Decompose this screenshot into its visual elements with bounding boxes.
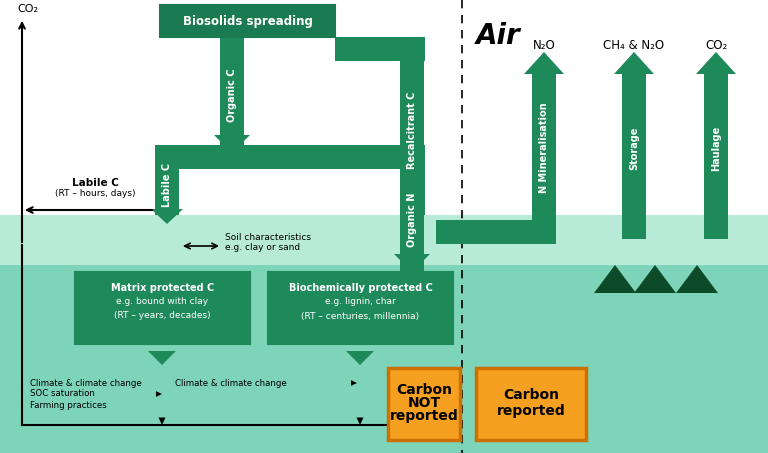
Text: NOT: NOT [408, 396, 441, 410]
Polygon shape [158, 418, 165, 425]
Text: Climate & climate change: Climate & climate change [175, 379, 286, 387]
Bar [155, 145, 179, 215]
Bar [0, 0, 768, 215]
Text: (RT – centuries, millennia): (RT – centuries, millennia) [301, 312, 419, 321]
Polygon shape [614, 52, 654, 74]
Text: Biosolids spreading: Biosolids spreading [183, 14, 313, 28]
Text: CH₄ & N₂O: CH₄ & N₂O [604, 39, 664, 52]
Text: Carbon: Carbon [503, 388, 559, 402]
Polygon shape [214, 135, 250, 153]
Bar [155, 145, 425, 169]
Bar [532, 74, 556, 244]
Polygon shape [148, 351, 176, 365]
Polygon shape [696, 52, 736, 74]
Polygon shape [594, 265, 636, 293]
Text: Organic N: Organic N [407, 193, 417, 247]
Text: Carbon: Carbon [396, 383, 452, 397]
Bar [220, 37, 244, 145]
Polygon shape [524, 52, 564, 74]
Bar [436, 220, 544, 244]
Bar [335, 37, 425, 61]
Polygon shape [394, 254, 430, 272]
Bar [704, 74, 728, 239]
Text: e.g. clay or sand: e.g. clay or sand [225, 243, 300, 252]
Polygon shape [356, 418, 363, 425]
Text: Soil characteristics: Soil characteristics [225, 233, 311, 242]
Text: Matrix protected C: Matrix protected C [111, 283, 214, 293]
Text: Recalcitrant C: Recalcitrant C [407, 92, 417, 169]
Bar [0, 265, 768, 453]
Polygon shape [676, 265, 718, 293]
Bar [268, 272, 453, 344]
Text: Air: Air [476, 22, 521, 50]
Text: Organic C: Organic C [227, 68, 237, 122]
Text: N₂O: N₂O [533, 39, 555, 52]
Text: SOC saturation: SOC saturation [30, 390, 95, 399]
Text: e.g. bound with clay: e.g. bound with clay [117, 298, 209, 307]
Polygon shape [156, 391, 162, 397]
Bar [0, 215, 768, 265]
Bar [160, 5, 335, 37]
Text: (RT – hours, days): (RT – hours, days) [55, 189, 135, 198]
Text: e.g. lignin, char: e.g. lignin, char [325, 298, 396, 307]
Bar [476, 368, 586, 440]
Text: (RT – years, decades): (RT – years, decades) [114, 312, 210, 321]
Bar [75, 272, 250, 344]
Polygon shape [634, 265, 676, 293]
Bar [622, 74, 646, 239]
Text: reported: reported [389, 409, 458, 423]
Text: CO₂: CO₂ [705, 39, 727, 52]
Bar [401, 145, 425, 215]
Text: Haulage: Haulage [711, 125, 721, 171]
Polygon shape [346, 351, 374, 365]
Text: CO₂: CO₂ [17, 4, 38, 14]
Polygon shape [351, 380, 357, 386]
Text: Storage: Storage [629, 126, 639, 170]
Text: Climate & climate change: Climate & climate change [30, 379, 142, 387]
Bar [400, 61, 424, 289]
Bar [388, 368, 460, 440]
Text: reported: reported [497, 404, 565, 418]
Polygon shape [151, 209, 183, 224]
Text: Farming practices: Farming practices [30, 400, 107, 410]
Text: Biochemically protected C: Biochemically protected C [289, 283, 432, 293]
Text: N Mineralisation: N Mineralisation [539, 103, 549, 193]
Text: Labile C: Labile C [71, 178, 118, 188]
Text: Labile C: Labile C [162, 163, 172, 207]
